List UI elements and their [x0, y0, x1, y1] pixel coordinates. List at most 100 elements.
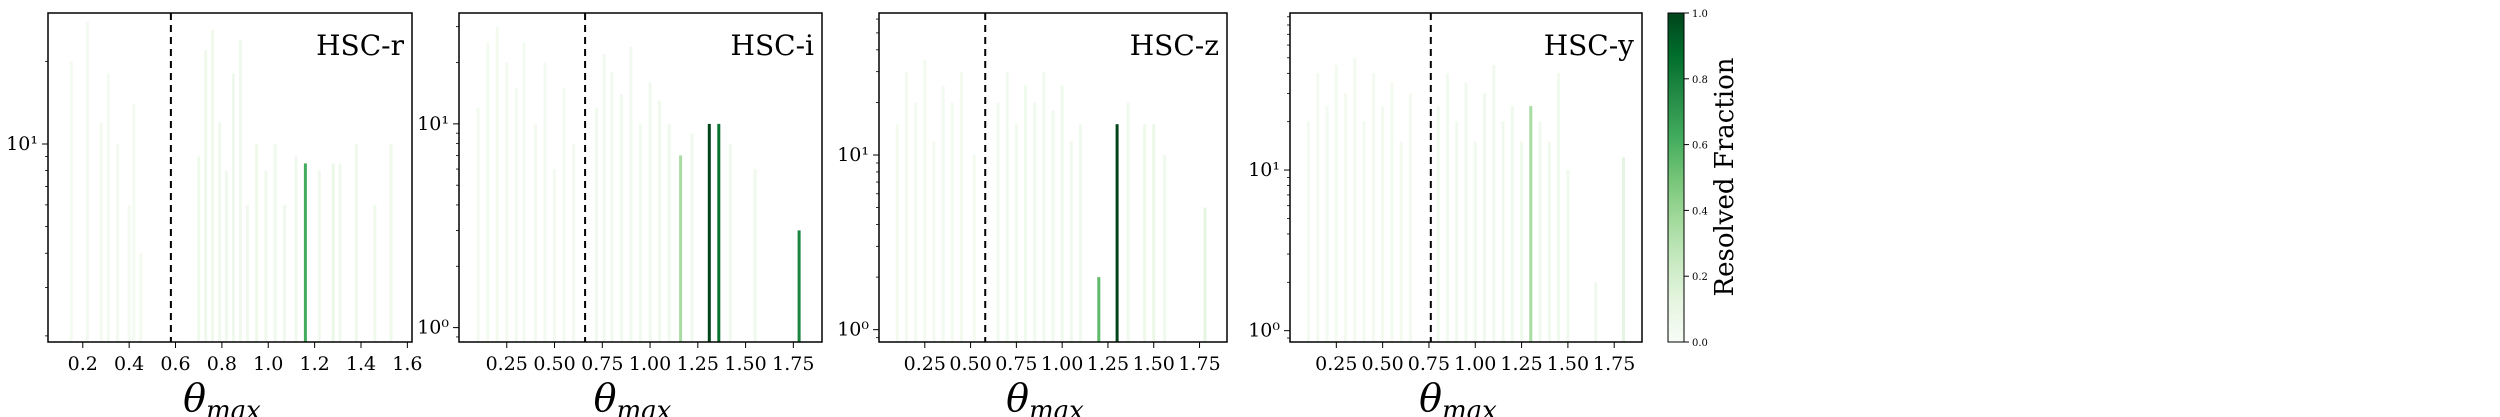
- x-axis-label-subscript: max: [617, 396, 672, 417]
- histogram-bar: [1005, 71, 1009, 342]
- axes-frame: [47, 12, 413, 343]
- x-tick-label: 1.2: [300, 353, 330, 375]
- x-axis-label: θmax: [594, 376, 672, 417]
- histogram-bar: [1501, 121, 1505, 342]
- bars-z: [895, 60, 1207, 342]
- histogram-bar: [707, 123, 711, 342]
- y-tick-label: 10¹: [6, 133, 38, 155]
- histogram-bar: [1510, 106, 1514, 342]
- x-axis-label: θmax: [1006, 376, 1084, 417]
- colorbar-ticks: 0.0 0.2 0.4 0.6 0.8 1.0: [1684, 9, 1708, 349]
- histogram-bar: [595, 107, 599, 342]
- histogram-bar: [514, 88, 518, 342]
- colorbar-tick-label: 0.0: [1692, 338, 1708, 349]
- x-tick-label: 0.25: [904, 353, 946, 375]
- histogram-bar: [959, 71, 963, 342]
- colorbar-tick-label: 0.4: [1692, 206, 1708, 217]
- histogram-bar: [197, 156, 201, 342]
- histogram-bar: [255, 144, 259, 342]
- histogram-bar: [1622, 157, 1625, 342]
- histogram-bar: [1529, 106, 1533, 342]
- x-tick-label: 0.8: [207, 353, 237, 375]
- x-tick-label: 0.4: [114, 353, 144, 375]
- x-tick-label: 1.00: [629, 353, 671, 375]
- histogram-bar: [667, 123, 671, 342]
- x-axis-label-symbol: θ: [1419, 376, 1442, 417]
- histogram-bar: [1143, 124, 1147, 342]
- histogram-bar: [914, 102, 918, 342]
- histogram-bar: [996, 102, 1000, 342]
- histogram-bar: [389, 144, 393, 342]
- x-tick-label: 0.75: [995, 353, 1037, 375]
- histogram-bar: [283, 204, 286, 342]
- histogram-bar: [658, 100, 662, 342]
- histogram-bar: [495, 26, 499, 342]
- histogram-bar: [1033, 102, 1037, 342]
- histogram-bar: [1594, 282, 1598, 342]
- histogram-bar: [543, 62, 547, 342]
- histogram-bar: [338, 163, 342, 342]
- histogram-bar: [225, 170, 228, 342]
- x-axis-label-subscript: max: [1029, 396, 1084, 417]
- x-tick-label: 0.2: [68, 353, 98, 375]
- panel-title: HSC-z: [1130, 29, 1219, 62]
- histogram-bar: [1042, 71, 1046, 342]
- histogram-bar: [1069, 141, 1073, 342]
- histogram-bar: [331, 163, 335, 342]
- x-axis-label-subscript: max: [206, 396, 261, 417]
- colorbar: 0.0 0.2 0.4 0.6 0.8 1.0 Resolved Fraction: [1667, 9, 1740, 349]
- panels: 0.2 0.4 0.6 0.8 1.0 1.2 1.4 1.610¹HSC-rθmax0.25…: [6, 12, 1643, 417]
- histogram-bar: [950, 102, 954, 342]
- histogram-bar: [553, 169, 556, 342]
- x-tick-label: 1.75: [1178, 353, 1220, 375]
- x-axis-label-symbol: θ: [594, 376, 617, 417]
- histogram-bar: [1483, 93, 1486, 342]
- y-tick-label: 10⁰: [837, 319, 869, 341]
- histogram-bar: [245, 204, 249, 342]
- histogram-bar: [1126, 102, 1130, 342]
- histogram-bar: [1079, 124, 1082, 342]
- histogram-bar: [1436, 106, 1440, 342]
- histogram-bar: [1399, 141, 1403, 342]
- histogram-bar: [1362, 121, 1366, 342]
- histogram-bar: [522, 42, 526, 342]
- histogram-bar: [932, 141, 936, 342]
- histogram-bar: [1353, 57, 1357, 342]
- bars-r: [69, 21, 393, 342]
- histogram-bar: [1381, 106, 1385, 342]
- histogram-bar: [1097, 277, 1101, 342]
- histogram-bar: [1163, 155, 1167, 342]
- panel-title: HSC-i: [731, 29, 814, 62]
- histogram-bar: [303, 163, 307, 342]
- histogram-bar: [116, 144, 120, 342]
- histogram-bar: [99, 122, 103, 342]
- x-tick-label: 1.4: [346, 353, 376, 375]
- x-tick-label: 1.00: [1041, 353, 1083, 375]
- y-tick-label: 10⁰: [1248, 320, 1280, 342]
- histogram-bar: [753, 169, 757, 342]
- histogram-bar: [317, 170, 321, 342]
- histogram-bar: [1325, 106, 1329, 342]
- colorbar-gradient: [1667, 12, 1685, 343]
- histogram-bar: [1557, 73, 1561, 342]
- panel-z: 0.25 0.50 0.75 1.00 1.25 1.50 1.75 10⁰ 10¹ HSC-z θ…: [837, 12, 1228, 417]
- histogram-bar: [1464, 82, 1468, 342]
- x-tick-label: 1.50: [724, 353, 766, 375]
- histogram-bar: [648, 82, 652, 342]
- panel-y: 0.25 0.50 0.75 1.00 1.25 1.50 1.75 10⁰ 10¹ HSC-y θ…: [1248, 12, 1643, 417]
- x-tick-label: 0.6: [160, 353, 190, 375]
- x-tick-label: 1.25: [1500, 353, 1542, 375]
- x-axis-label: θmax: [183, 376, 261, 417]
- histogram-bar: [1455, 121, 1459, 342]
- x-tick-label: 1.75: [772, 353, 814, 375]
- histogram-bar: [211, 30, 215, 342]
- panel-title: HSC-y: [1544, 29, 1634, 62]
- x-tick-label: 0.25: [1315, 353, 1357, 375]
- histogram-bar: [264, 170, 268, 342]
- histogram-bar: [232, 73, 235, 342]
- histogram-bar: [85, 21, 89, 342]
- y-tick-label: 10¹: [417, 113, 449, 135]
- x-tick-label: 1.75: [1593, 353, 1635, 375]
- x-tick-label: 0.50: [1361, 353, 1403, 375]
